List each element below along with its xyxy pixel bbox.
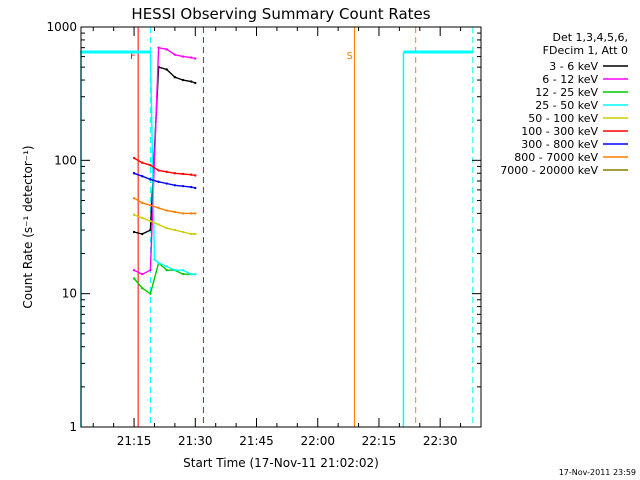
- data-point: [181, 184, 185, 188]
- data-point: [173, 210, 177, 214]
- data-point: [190, 185, 193, 189]
- y-tick-label: 10: [62, 287, 77, 301]
- data-point: [190, 232, 193, 236]
- x-tick-label: 22:00: [300, 434, 335, 448]
- data-point: [194, 212, 197, 215]
- data-point: [132, 156, 136, 160]
- legend-entry-label: 12 - 25 keV: [535, 86, 598, 99]
- legend-entry-label: 50 - 100 keV: [528, 112, 598, 125]
- data-point: [181, 78, 185, 82]
- data-point: [132, 172, 136, 175]
- y-axis: 1 10 100 1000: [46, 20, 481, 434]
- x-tick-label: 21:30: [178, 434, 213, 448]
- data-point: [149, 228, 152, 232]
- data-point: [149, 292, 152, 295]
- data-point: [165, 182, 168, 185]
- data-point: [173, 268, 177, 272]
- data-point: [173, 53, 177, 56]
- x-tick-label: 22:30: [423, 434, 458, 448]
- legend-entry-label: 800 - 7000 keV: [514, 151, 598, 164]
- data-point: [173, 184, 177, 187]
- data-point: [153, 258, 156, 261]
- data-point: [181, 268, 185, 272]
- data-point: [141, 161, 144, 164]
- data-point: [190, 212, 193, 215]
- data-point: [194, 232, 197, 236]
- data-point: [132, 230, 136, 234]
- data-point: [132, 268, 136, 272]
- data-point: [173, 228, 177, 232]
- data-point: [190, 173, 193, 176]
- timestamp: 17-Nov-2011 23:59: [559, 468, 636, 477]
- data-point: [173, 76, 177, 79]
- data-point: [141, 201, 144, 205]
- data-point: [181, 272, 185, 276]
- data-point: [165, 268, 168, 272]
- legend-entry-label: 300 - 800 keV: [521, 138, 598, 151]
- legend: Det 1,3,4,5,6, FDecim 1, Att 0 3 - 6 keV…: [500, 31, 628, 177]
- x-tick-label: 21:15: [117, 434, 152, 448]
- data-point: [173, 172, 177, 175]
- flag-label: F: [130, 51, 136, 62]
- data-point: [157, 261, 160, 265]
- data-point: [149, 178, 152, 181]
- data-point: [141, 272, 144, 276]
- data-point: [181, 230, 185, 234]
- data-point: [141, 216, 144, 220]
- data-point: [141, 286, 144, 290]
- data-point: [157, 46, 160, 49]
- data-point: [194, 57, 197, 60]
- data-point: [157, 206, 160, 210]
- x-axis-label: Start Time (17-Nov-11 21:02:02): [183, 456, 379, 470]
- data-point: [190, 272, 193, 276]
- data-point: [181, 172, 185, 176]
- legend-entry-label: 7000 - 20000 keV: [500, 164, 598, 177]
- data-point: [141, 232, 144, 236]
- data-point: [194, 186, 197, 190]
- data-point: [194, 81, 197, 85]
- y-tick-label: 1000: [46, 20, 77, 34]
- data-point: [132, 196, 136, 200]
- x-tick-label: 21:45: [239, 434, 274, 448]
- data-point: [165, 209, 168, 212]
- data-point: [149, 204, 152, 207]
- data-point: [157, 223, 160, 226]
- data-point: [149, 50, 152, 54]
- data-point: [157, 180, 160, 184]
- flag-label: S: [346, 51, 352, 62]
- data-point: [194, 174, 197, 177]
- data-point: [190, 80, 193, 83]
- data-point: [165, 265, 168, 268]
- legend-entry-label: 100 - 300 keV: [521, 125, 598, 138]
- data-point: [141, 175, 144, 178]
- plot-frame: [80, 26, 482, 428]
- data-point: [149, 268, 152, 272]
- y-tick-label: 100: [54, 153, 77, 167]
- data-point: [181, 212, 185, 215]
- y-tick-label: 1: [69, 420, 77, 434]
- data-point: [149, 219, 152, 223]
- data-point: [165, 226, 168, 230]
- data-point: [132, 277, 136, 280]
- legend-entry-label: 3 - 6 keV: [549, 60, 598, 73]
- x-axis: 21:15 21:30 21:45 22:00 22:15 22:30: [92, 27, 462, 448]
- data-point: [132, 213, 136, 217]
- legend-entry-label: 6 - 12 keV: [542, 73, 598, 86]
- y-axis-label: Count Rate (s⁻¹ detector⁻¹): [21, 145, 35, 308]
- legend-entry-label: 25 - 50 keV: [535, 99, 598, 112]
- chart-title: HESSI Observing Summary Count Rates: [131, 5, 430, 23]
- data-point: [157, 169, 160, 172]
- data-point: [190, 56, 193, 59]
- data-point: [181, 55, 185, 58]
- data-point: [194, 272, 197, 276]
- data-point: [165, 170, 168, 174]
- data-point: [165, 48, 168, 51]
- x-tick-label: 22:15: [362, 434, 397, 448]
- data-point: [165, 68, 168, 71]
- data-point: [149, 163, 152, 167]
- legend-title-line-1: Det 1,3,4,5,6,: [552, 31, 628, 44]
- legend-title-line-2: FDecim 1, Att 0: [543, 44, 628, 57]
